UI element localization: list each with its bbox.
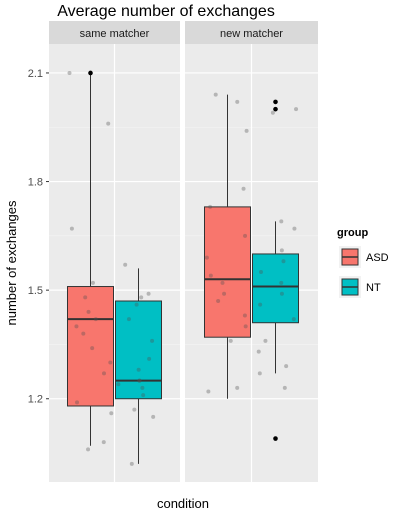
jitter-point (108, 360, 113, 365)
jitter-point (140, 385, 145, 390)
jitter-point (243, 324, 248, 329)
jitter-point (291, 317, 296, 322)
jitter-point (137, 378, 142, 383)
box-nt (115, 262, 162, 466)
jitter-point (86, 447, 91, 452)
jitter-point (109, 411, 114, 416)
jitter-point (235, 99, 240, 104)
jitter-point (90, 280, 95, 285)
jitter-point (141, 393, 146, 398)
jitter-point (126, 317, 131, 322)
jitter-point (206, 389, 211, 394)
jitter-point (263, 338, 268, 343)
jitter-point (220, 280, 225, 285)
jitter-point (256, 349, 261, 354)
jitter-point (134, 302, 139, 307)
legend-entry-nt: NT (339, 276, 381, 298)
jitter-point (279, 219, 284, 224)
y-axis: 1.2 1.5 1.8 2.1 (28, 68, 49, 406)
jitter-point (101, 371, 106, 376)
jitter-point (69, 226, 74, 231)
box-body (204, 206, 251, 338)
jitter-point (292, 226, 297, 231)
jitter-point (67, 70, 72, 75)
jitter-point (258, 302, 263, 307)
jitter-point (101, 440, 106, 445)
jitter-point (147, 356, 152, 361)
outlier-point (273, 99, 278, 105)
jitter-point (81, 331, 86, 336)
jitter-point (228, 338, 233, 343)
jitter-point (204, 255, 209, 260)
jitter-point (75, 400, 80, 405)
jitter-point (279, 291, 284, 296)
jitter-point (151, 414, 156, 419)
y-tick-label: 1.5 (28, 285, 43, 297)
plot-panels: same matcher new matcher (49, 21, 318, 482)
facet-panel: new matcher (185, 21, 318, 482)
y-tick-label: 1.8 (28, 177, 43, 189)
jitter-point (241, 186, 246, 191)
legend-label: ASD (366, 252, 389, 264)
box-asd (67, 70, 114, 452)
jitter-point (139, 295, 144, 300)
jitter-point (259, 270, 264, 275)
jitter-point (243, 233, 248, 238)
jitter-point (136, 367, 141, 372)
jitter-point (116, 382, 121, 387)
jitter-point (86, 309, 91, 314)
jitter-point (242, 313, 247, 318)
jitter-point (282, 385, 287, 390)
facet-strip (49, 21, 180, 44)
jitter-point (213, 92, 218, 97)
jitter-point (244, 128, 249, 133)
jitter-point (270, 110, 275, 115)
jitter-point (294, 107, 299, 112)
jitter-point (93, 317, 98, 322)
jitter-point (279, 280, 284, 285)
jitter-point (137, 378, 142, 383)
jitter-point (106, 121, 111, 126)
jitter-point (83, 295, 88, 300)
y-tick-label: 1.2 (28, 394, 43, 406)
jitter-point (129, 461, 134, 466)
facet-strip (185, 21, 318, 44)
facet-panel: same matcher (49, 21, 180, 482)
box-asd (204, 92, 251, 399)
box-body (252, 253, 299, 324)
legend-label: NT (366, 282, 381, 294)
jitter-point (208, 204, 213, 209)
jitter-point (235, 385, 240, 390)
jitter-point (279, 248, 284, 253)
facet-strip-label: same matcher (80, 28, 150, 40)
outlier-point (88, 70, 93, 76)
jitter-point (74, 324, 79, 329)
jitter-point (284, 364, 289, 369)
x-axis-title: condition (157, 496, 209, 511)
jitter-point (123, 262, 128, 267)
jitter-point (281, 259, 286, 264)
y-axis-title: number of exchanges (4, 200, 19, 326)
legend-title: group (337, 227, 368, 239)
box-body (115, 300, 162, 400)
facet-strip-label: new matcher (220, 28, 283, 40)
jitter-point (90, 346, 95, 351)
legend-entry-asd: ASD (339, 246, 389, 268)
chart-title: Average number of exchanges (57, 3, 275, 20)
jitter-point (146, 291, 151, 296)
jitter-point (222, 291, 227, 296)
outlier-point (273, 436, 278, 441)
jitter-point (150, 338, 155, 343)
box-nt (252, 99, 299, 441)
jitter-point (257, 371, 262, 376)
jitter-point (216, 299, 221, 304)
y-tick-label: 2.1 (28, 68, 43, 80)
box-body (67, 286, 114, 407)
outlier-point (273, 106, 278, 112)
legend: group ASD NT (337, 227, 389, 298)
jitter-point (208, 273, 213, 278)
jitter-point (132, 407, 137, 412)
